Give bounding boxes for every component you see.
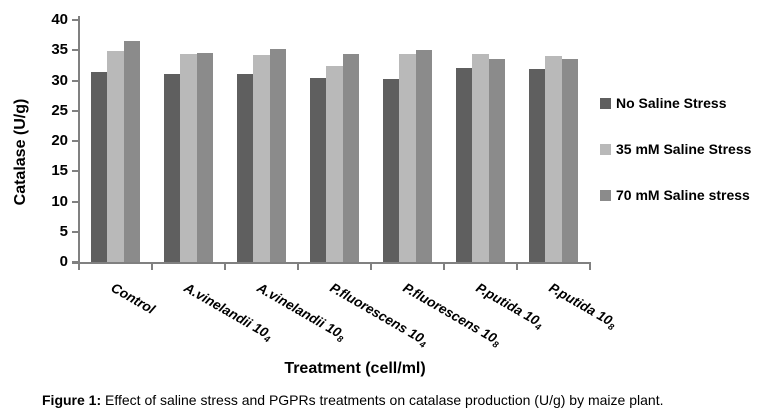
bar-series1-cat2 — [163, 74, 181, 262]
y-tick — [72, 79, 78, 82]
bar-series2-cat5 — [399, 53, 416, 262]
bar-series1-cat4 — [309, 78, 327, 262]
legend-label: 35 mM Saline Stress — [616, 141, 752, 157]
bar-series3-cat6 — [488, 59, 506, 262]
x-tick — [297, 264, 299, 270]
y-tick-label: 5 — [59, 222, 68, 240]
bar-series2-cat3 — [253, 55, 270, 262]
x-tick — [516, 264, 518, 270]
figure-caption: Figure 1: Effect of saline stress and PG… — [42, 391, 752, 409]
x-category-label: Control — [108, 280, 157, 317]
bar-series2-cat2 — [180, 53, 197, 262]
legend-entry: 70 mM Saline stress — [600, 187, 750, 203]
legend-swatch-icon — [600, 189, 611, 201]
bar-series3-cat5 — [415, 50, 433, 262]
bar-series1-cat3 — [236, 74, 254, 262]
y-tick-label: 20 — [51, 132, 68, 149]
y-tick — [72, 230, 78, 233]
legend-entry: 35 mM Saline Stress — [600, 141, 751, 157]
caption-text: Effect of saline stress and PGPRs treatm… — [101, 392, 664, 408]
y-tick — [72, 19, 78, 21]
bar-series2-cat6 — [472, 54, 489, 262]
bar-series3-cat3 — [269, 49, 287, 262]
x-category-label-text: P.putida 10 — [473, 280, 542, 329]
y-axis-line — [78, 16, 80, 268]
y-tick-label: 35 — [51, 41, 68, 59]
y-tick — [72, 49, 78, 52]
legend-label: No Saline Stress — [616, 95, 727, 111]
y-tick-label: 10 — [51, 192, 68, 210]
bar-series3-cat7 — [561, 59, 579, 262]
x-category-label-text: P.putida 10 — [546, 280, 615, 329]
y-tick-label: 25 — [51, 101, 68, 119]
bar-series2-cat7 — [545, 55, 562, 262]
x-category-label-text: Control — [108, 280, 158, 317]
bar-series1-cat6 — [455, 68, 473, 262]
bar-series3-cat1 — [123, 41, 141, 262]
x-axis-title: Treatment (cell/ml) — [284, 360, 426, 377]
bar-series1-cat1 — [90, 72, 108, 262]
y-tick — [72, 200, 78, 203]
legend-swatch-icon — [600, 97, 611, 109]
x-tick — [589, 264, 591, 270]
x-tick — [443, 264, 445, 270]
x-axis-line — [72, 262, 591, 264]
bar-series1-cat5 — [382, 79, 400, 262]
bar-series3-cat4 — [342, 53, 360, 262]
bar-series3-cat2 — [196, 53, 214, 262]
y-tick — [72, 140, 78, 142]
y-tick-label: 0 — [59, 253, 68, 270]
x-category-label: P.putida 108 — [545, 280, 619, 332]
bar-series2-cat1 — [107, 51, 124, 262]
legend-label: 70 mM Saline stress — [616, 187, 750, 203]
x-tick — [370, 264, 372, 270]
x-tick — [151, 264, 153, 270]
x-tick — [78, 264, 80, 270]
y-tick — [72, 170, 78, 173]
legend-swatch-icon — [600, 143, 611, 155]
x-tick — [224, 264, 226, 270]
y-tick-label: 30 — [51, 71, 68, 89]
y-tick-label: 40 — [51, 11, 68, 28]
bar-series1-cat7 — [528, 69, 546, 262]
y-tick — [72, 109, 78, 112]
legend-entry: No Saline Stress — [600, 95, 727, 111]
bar-series2-cat4 — [326, 65, 343, 262]
caption-label: Figure 1: — [42, 392, 102, 408]
y-tick-label: 15 — [51, 162, 68, 180]
